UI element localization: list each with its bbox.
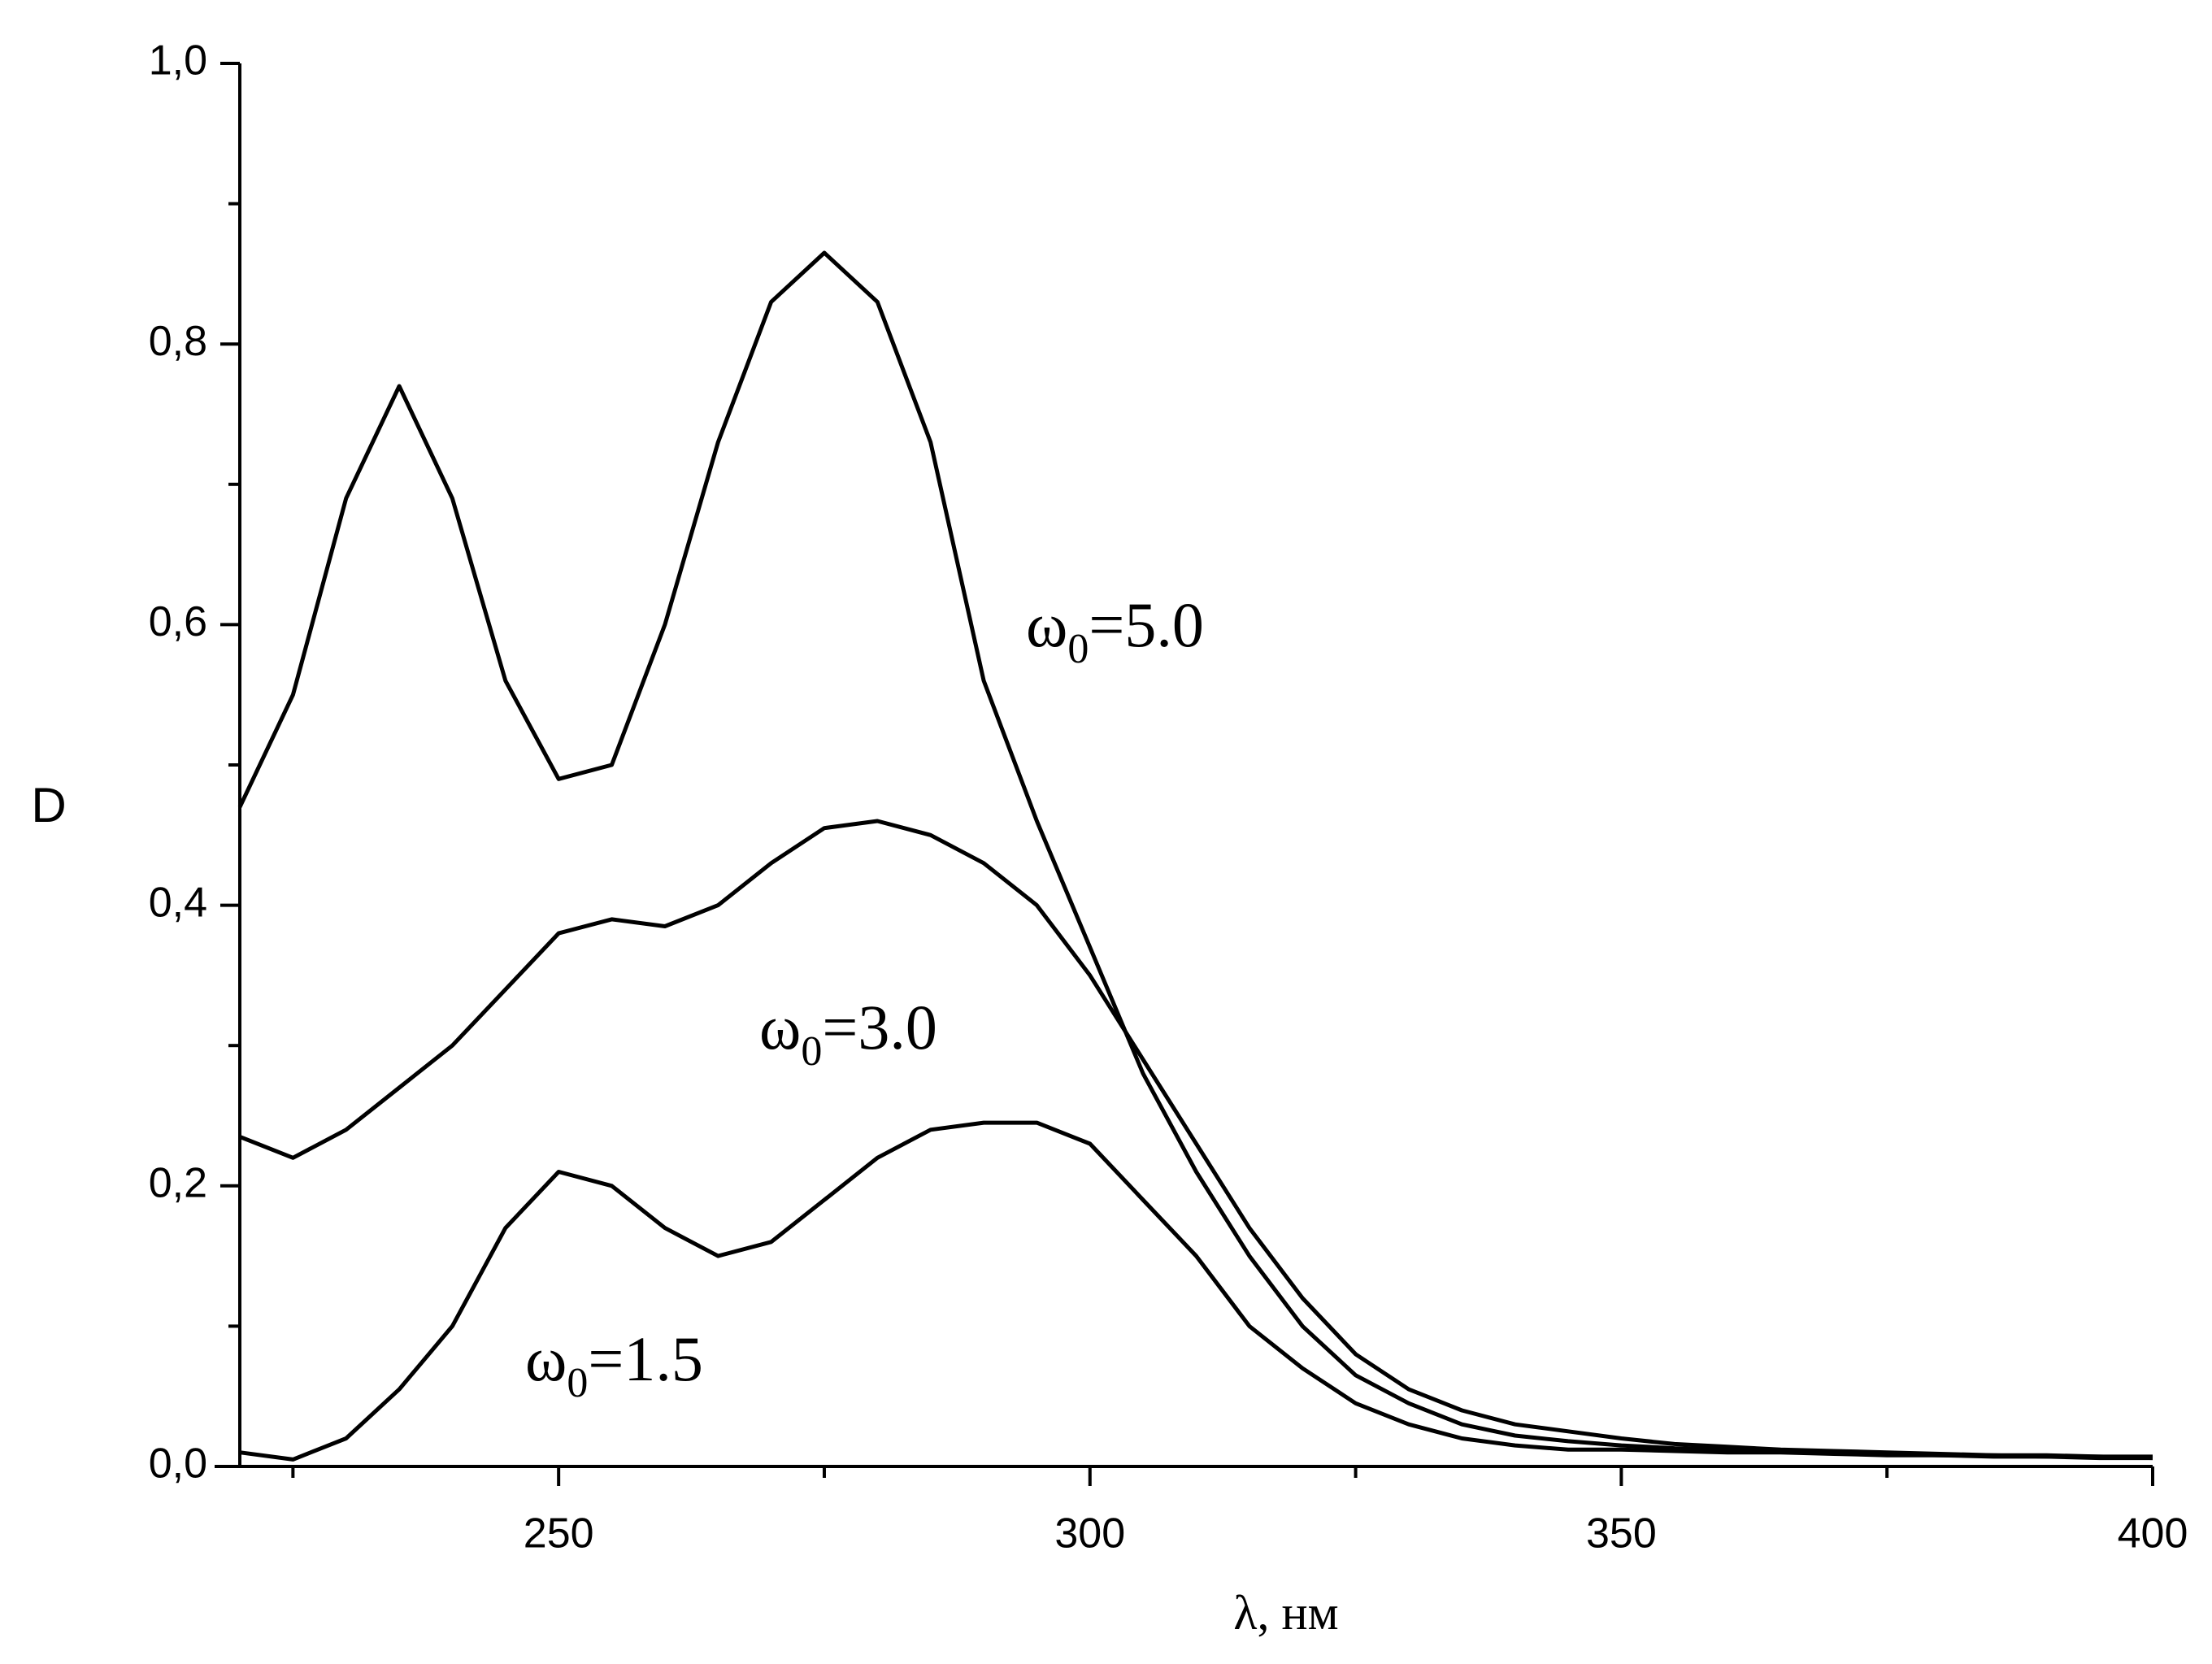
- series-label-base: ω: [759, 992, 801, 1062]
- series-label: ω0=1.5: [525, 1323, 703, 1406]
- series-label-sub: 0: [567, 1360, 588, 1406]
- y-axis-label: D: [31, 778, 66, 832]
- series-line: [239, 1120, 2153, 1462]
- y-tick-label: 0,8: [149, 318, 207, 365]
- y-tick-label: 0,2: [149, 1160, 207, 1207]
- series-label-rest: =5.0: [1089, 589, 1204, 660]
- series-line: [239, 819, 2153, 1459]
- series-label: ω0=5.0: [1026, 589, 1204, 672]
- series-label-sub: 0: [1067, 626, 1089, 672]
- x-tick-label: 400: [2118, 1510, 2188, 1558]
- x-axis-label: λ, нм: [1233, 1586, 1338, 1640]
- series-label-base: ω: [1026, 589, 1067, 660]
- y-tick-label: 0,0: [149, 1440, 207, 1488]
- y-tick-label: 0,4: [149, 879, 207, 926]
- series-label-sub: 0: [801, 1028, 822, 1075]
- series-label-base: ω: [525, 1323, 567, 1394]
- y-tick-label: 1,0: [149, 37, 207, 85]
- series-label-rest: =1.5: [588, 1323, 703, 1394]
- series-label-rest: =3.0: [822, 992, 937, 1062]
- y-tick-label: 0,6: [149, 598, 207, 645]
- x-tick-label: 300: [1054, 1510, 1125, 1558]
- x-tick-label: 250: [524, 1510, 594, 1558]
- series-line: [237, 250, 2153, 1461]
- series-label: ω0=3.0: [759, 992, 937, 1075]
- x-tick-label: 350: [1586, 1510, 1657, 1558]
